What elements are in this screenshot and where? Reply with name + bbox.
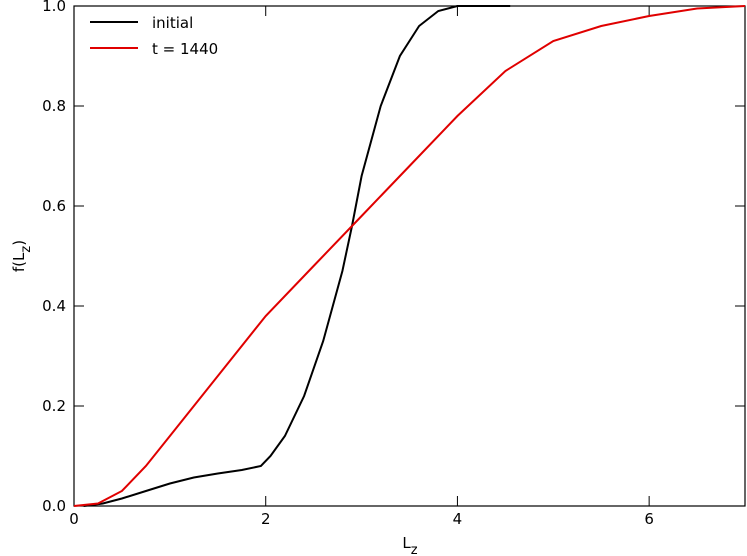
y-label-sub: z [19,246,34,253]
x-tick-label: 6 [644,510,654,528]
plot-frame [73,5,746,507]
y-tick-label: 0.2 [42,397,66,415]
legend-label: initial [152,14,193,32]
series-line [73,5,746,507]
y-tick-label: 0.8 [42,97,66,115]
y-tick-label: 0.0 [42,497,66,515]
y-label-suffix: ) [10,240,28,246]
x-tick-label: 2 [261,510,271,528]
x-tick-label: 0 [69,510,79,528]
legend-label: t = 1440 [152,40,218,58]
y-axis-label: f(Lz) [10,240,34,272]
x-label-base: L [402,534,411,552]
y-tick-label: 1.0 [42,0,66,15]
x-tick-label: 4 [453,510,463,528]
x-label-sub: z [411,543,418,556]
x-axis-label: Lz [402,534,417,556]
y-tick-label: 0.4 [42,297,66,315]
series-line [83,5,511,507]
y-label-prefix: f(L [10,252,28,272]
y-tick-label: 0.6 [42,197,66,215]
